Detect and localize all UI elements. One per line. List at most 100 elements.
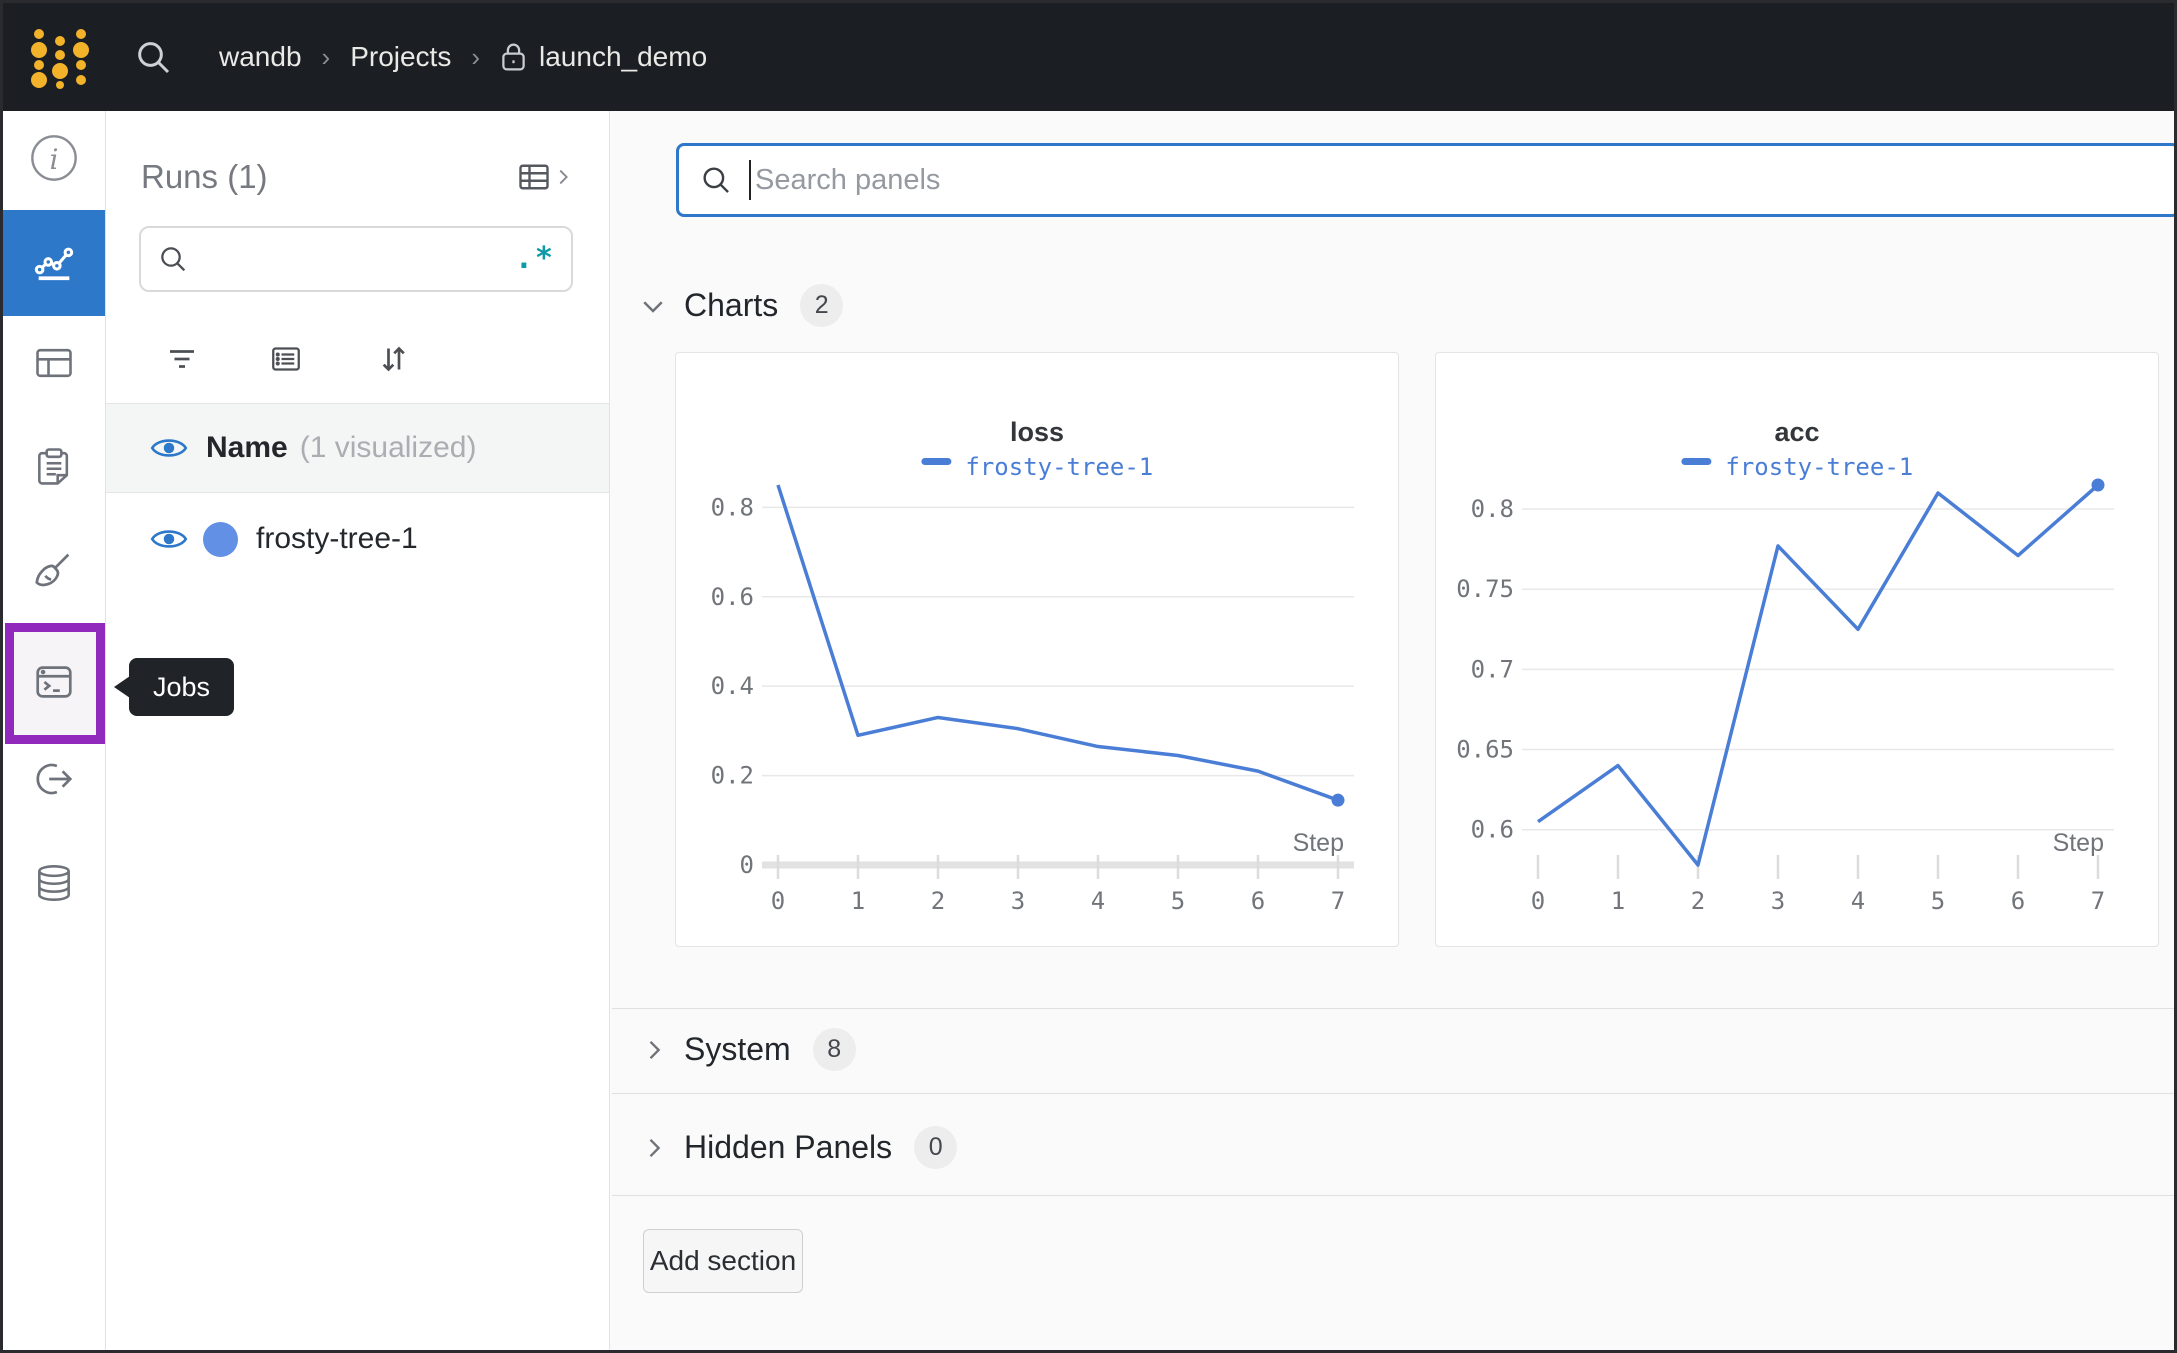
broom-icon [31,546,77,597]
svg-text:0.4: 0.4 [711,672,754,700]
svg-text:0.75: 0.75 [1456,575,1514,603]
sidebar-item-workspace[interactable] [3,210,105,316]
svg-text:7: 7 [1331,887,1345,915]
chevron-right-icon [559,169,568,185]
run-color-dot[interactable] [203,521,238,557]
left-nav-rail: i [3,111,106,1350]
svg-text:acc: acc [1774,417,1819,447]
clipboard-icon [32,444,76,493]
runs-search-input[interactable] [201,243,515,275]
section-divider [612,1008,2174,1009]
svg-text:4: 4 [1091,887,1105,915]
section-hidden-panels-label: Hidden Panels [684,1129,893,1165]
svg-text:6: 6 [1251,887,1265,915]
svg-text:0.8: 0.8 [711,493,754,521]
wandb-logo-icon[interactable] [29,24,91,90]
jobs-tooltip-label: Jobs [153,671,211,702]
info-icon: i [28,132,80,189]
svg-text:0.7: 0.7 [1471,655,1514,683]
svg-text:frosty-tree-1: frosty-tree-1 [1725,453,1913,481]
chevron-right-icon [649,1138,661,1157]
runs-sidebar-panel: Runs (1) .* [106,111,610,1350]
sidebar-item-automations[interactable] [3,728,105,834]
run-row-frosty-tree-1[interactable]: frosty-tree-1 [106,493,609,585]
eye-visible-icon[interactable] [150,525,188,553]
svg-text:1: 1 [1611,887,1625,915]
svg-text:1: 1 [851,887,865,915]
section-divider [612,1195,2174,1196]
svg-text:0: 0 [1531,887,1545,915]
sort-arrows-icon [382,346,405,372]
link-arrow-icon [31,756,77,807]
breadcrumb-separator: › [321,41,331,72]
text-cursor [749,160,751,200]
list-icon [272,347,300,371]
top-nav-bar: wandb › Projects › launch_demo [3,3,2174,111]
svg-text:0.65: 0.65 [1456,736,1514,764]
filter-icon [170,350,194,368]
runs-column-name[interactable]: Name [206,431,288,464]
svg-text:4: 4 [1851,887,1865,915]
svg-text:Step: Step [2053,829,2104,857]
svg-text:5: 5 [1931,887,1945,915]
line-chart-icon [31,238,77,289]
section-divider [612,1093,2174,1094]
svg-text:0.2: 0.2 [711,762,754,790]
jobs-tooltip: Jobs [129,658,235,716]
section-charts-header[interactable]: Charts 2 [638,284,844,327]
svg-text:2: 2 [1691,887,1705,915]
section-hidden-panels-header[interactable]: Hidden Panels 0 [640,1126,958,1169]
svg-text:3: 3 [1771,887,1785,915]
breadcrumb-project-name[interactable]: launch_demo [539,41,708,72]
regex-toggle-icon[interactable]: .* [514,241,555,276]
charts-panel-row: loss frosty-tree-1 0 0.2 0.4 0.6 0.8 0 1 2 3 4 5 6 7 St… [675,352,2159,947]
search-icon [161,247,186,272]
svg-text:i: i [49,142,58,175]
add-section-button[interactable]: Add section [643,1229,803,1293]
svg-text:frosty-tree-1: frosty-tree-1 [965,453,1153,481]
panel-search-input[interactable] [755,163,2157,197]
runs-search-box: .* [139,226,573,292]
panel-search-box [676,143,2174,217]
section-system-header[interactable]: System 8 [640,1028,856,1071]
breadcrumb-entity[interactable]: wandb [219,41,302,72]
sidebar-item-overview[interactable]: i [3,113,105,207]
run-name[interactable]: frosty-tree-1 [256,522,418,555]
sidebar-item-artifacts[interactable] [3,832,105,938]
sidebar-item-runs-table[interactable] [3,312,105,418]
chevron-right-icon [649,1040,661,1059]
svg-text:2: 2 [931,887,945,915]
global-search-icon[interactable] [133,37,173,77]
breadcrumb-projects[interactable]: Projects [350,41,452,72]
svg-text:Step: Step [1293,829,1344,857]
breadcrumb-separator: › [471,41,481,72]
group-runs-button[interactable] [254,329,318,389]
chart-panel-acc[interactable]: acc frosty-tree-1 0.6 0.65 0.7 0.75 0.8 0 1 2 3 4 5 6… [1435,352,2159,947]
charts-count-badge: 2 [800,284,844,327]
database-icon [32,861,76,910]
system-count-badge: 8 [812,1028,856,1071]
filter-runs-button[interactable] [150,329,214,389]
svg-text:0.6: 0.6 [1471,816,1514,844]
sidebar-item-sweeps[interactable] [3,518,105,624]
runs-panel-title: Runs (1) [141,158,268,195]
runs-visualized-count: (1 visualized) [299,431,477,464]
sidebar-item-logs[interactable] [3,415,105,521]
svg-text:3: 3 [1011,887,1025,915]
svg-text:0: 0 [771,887,785,915]
section-charts-label: Charts [684,287,779,323]
lock-icon [500,41,527,73]
eye-visible-icon[interactable] [150,434,188,462]
svg-text:0.8: 0.8 [1471,495,1514,523]
sidebar-item-jobs[interactable] [3,632,105,736]
chart-panel-loss[interactable]: loss frosty-tree-1 0 0.2 0.4 0.6 0.8 0 1 2 3 4 5 6 7 St… [675,352,1399,947]
section-system-label: System [684,1031,791,1067]
chevron-down-icon [643,300,663,313]
search-icon [703,167,729,193]
workspace-main: Charts 2 loss frosty-tree-1 0 0.2 0.4 0.6 0.8 0… [610,111,2174,1350]
sort-runs-button[interactable] [361,329,425,389]
expand-runs-table-button[interactable] [516,159,574,195]
svg-text:0.6: 0.6 [711,583,754,611]
svg-text:0: 0 [740,851,754,879]
